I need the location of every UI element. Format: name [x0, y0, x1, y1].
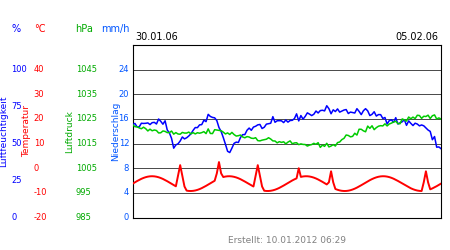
Text: Luftfeuchtigkeit: Luftfeuchtigkeit: [0, 96, 8, 167]
Text: 985: 985: [76, 213, 91, 222]
Text: Niederschlag: Niederschlag: [112, 102, 121, 161]
Text: 30: 30: [34, 90, 45, 99]
Text: 8: 8: [124, 164, 129, 173]
Text: %: %: [11, 24, 20, 34]
Text: hPa: hPa: [76, 24, 94, 34]
Text: 40: 40: [34, 65, 44, 74]
Text: 1025: 1025: [76, 114, 97, 124]
Text: 20: 20: [119, 90, 129, 99]
Text: 24: 24: [119, 65, 129, 74]
Text: -20: -20: [34, 213, 47, 222]
Text: 0: 0: [124, 213, 129, 222]
Text: 4: 4: [124, 188, 129, 197]
Text: 05.02.06: 05.02.06: [396, 32, 439, 42]
Text: 1035: 1035: [76, 90, 97, 99]
Text: °C: °C: [34, 24, 45, 34]
Text: Temperatur: Temperatur: [22, 105, 31, 157]
Text: 16: 16: [118, 114, 129, 124]
Text: 0: 0: [34, 164, 39, 173]
Text: 12: 12: [119, 139, 129, 148]
Text: mm/h: mm/h: [101, 24, 129, 34]
Text: 1005: 1005: [76, 164, 97, 173]
Text: Erstellt: 10.01.2012 06:29: Erstellt: 10.01.2012 06:29: [228, 236, 346, 245]
Text: 0: 0: [11, 213, 17, 222]
Text: 20: 20: [34, 114, 44, 124]
Text: 25: 25: [11, 176, 22, 185]
Text: 1045: 1045: [76, 65, 97, 74]
Text: 30.01.06: 30.01.06: [135, 32, 178, 42]
Text: 50: 50: [11, 139, 22, 148]
Text: 1015: 1015: [76, 139, 97, 148]
Text: 100: 100: [11, 65, 27, 74]
Text: 995: 995: [76, 188, 91, 197]
Text: Luftdruck: Luftdruck: [65, 110, 74, 153]
Text: 75: 75: [11, 102, 22, 111]
Text: -10: -10: [34, 188, 47, 197]
Text: 10: 10: [34, 139, 44, 148]
